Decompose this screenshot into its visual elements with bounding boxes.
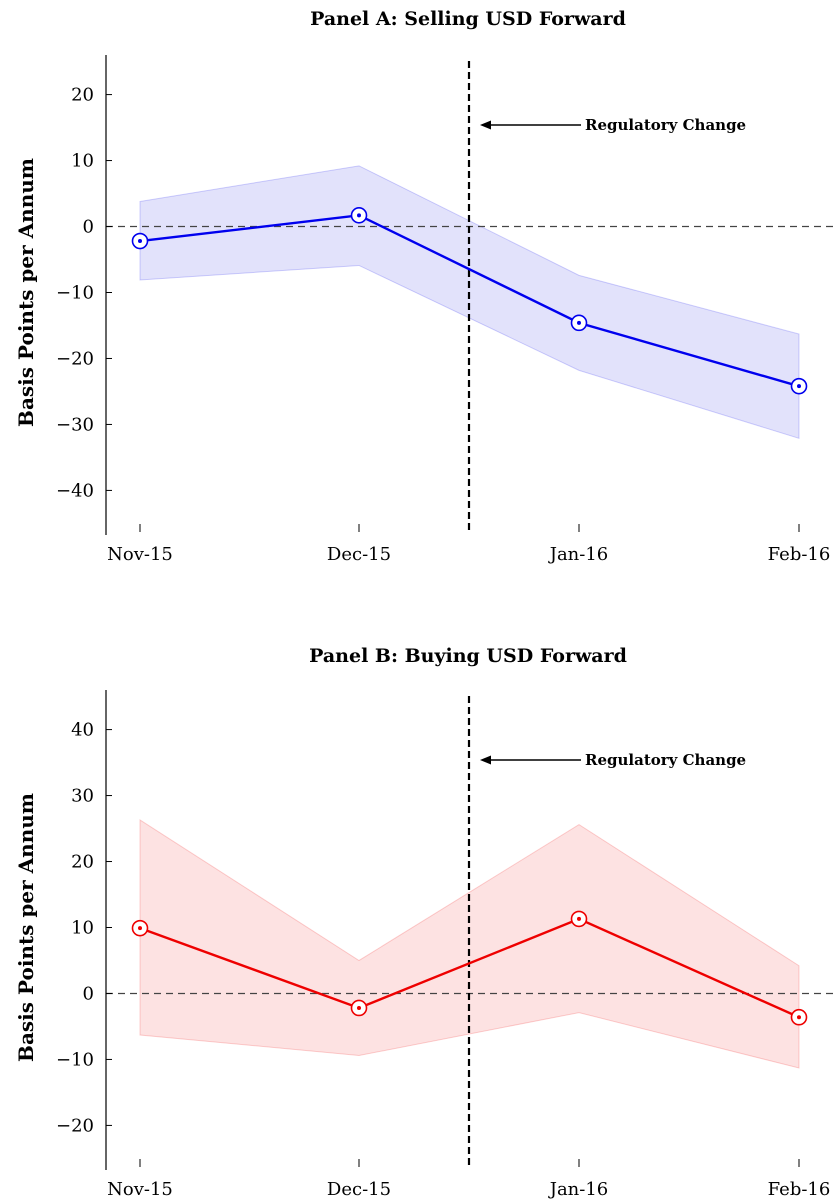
annotation-arrow-head (480, 120, 491, 130)
y-tick-label: −40 (56, 480, 94, 501)
y-tick-label: 30 (71, 786, 94, 807)
x-tick-label: Dec-15 (327, 544, 391, 565)
chart-title: Panel B: Buying USD Forward (309, 645, 627, 667)
x-tick-label: Dec-15 (327, 1179, 391, 1200)
data-point-center (577, 320, 581, 325)
x-tick-label: Nov-15 (107, 1179, 173, 1200)
series-line (139, 214, 800, 388)
y-tick-label: 20 (71, 85, 94, 106)
y-tick-label: 0 (83, 983, 94, 1004)
y-tick-label: 0 (83, 217, 94, 238)
data-point-center (797, 384, 801, 389)
y-tick-label: −20 (56, 1115, 94, 1136)
data-point-center (357, 1005, 361, 1010)
panel-a: Panel A: Selling USD Forward Basis Points… (14, 8, 834, 565)
y-tick-label: −10 (56, 283, 94, 304)
y-tick-label: 10 (71, 918, 94, 939)
x-tick-label: Jan-16 (548, 1179, 609, 1200)
data-point-center (797, 1015, 801, 1020)
annotation-arrow-head (480, 755, 491, 765)
y-tick-label: 40 (71, 720, 94, 741)
y-tick-label: −10 (56, 1049, 94, 1070)
y-axis-label: Basis Points per Annum (14, 793, 38, 1062)
y-tick-label: −20 (56, 348, 94, 369)
data-point-center (357, 213, 361, 218)
x-tick-label: Nov-15 (107, 544, 173, 565)
data-point-center (138, 239, 142, 244)
y-tick-label: 20 (71, 852, 94, 873)
x-tick-label: Feb-16 (768, 1179, 831, 1200)
series-line (139, 917, 800, 1019)
annotation-label: Regulatory Change (585, 116, 746, 134)
y-tick-label: −30 (56, 414, 94, 435)
y-tick-label: 10 (71, 151, 94, 172)
chart-title: Panel A: Selling USD Forward (310, 8, 626, 30)
data-point-center (577, 916, 581, 921)
panel-b: Panel B: Buying USD Forward Basis Points … (14, 645, 834, 1200)
confidence-band (139, 165, 800, 439)
x-tick-label: Feb-16 (768, 544, 831, 565)
y-axis-label: Basis Points per Annum (14, 158, 38, 427)
annotation-label: Regulatory Change (585, 751, 746, 769)
x-tick-label: Jan-16 (548, 544, 609, 565)
data-point-center (138, 926, 142, 931)
